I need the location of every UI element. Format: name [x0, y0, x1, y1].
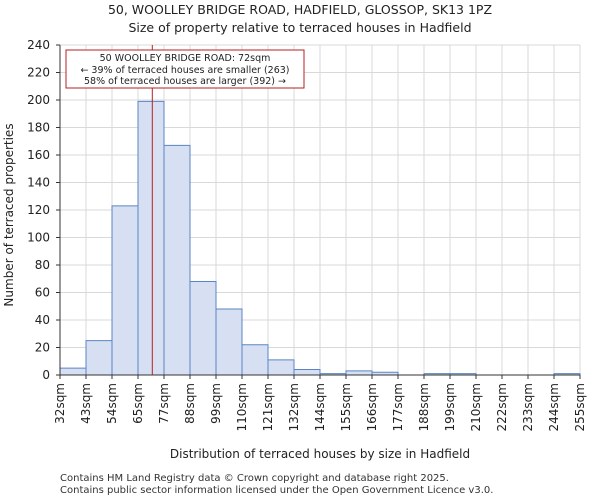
y-tick-label: 40	[35, 313, 50, 327]
y-tick-label: 160	[27, 148, 50, 162]
y-tick-label: 100	[27, 231, 50, 245]
y-tick-label: 180	[27, 121, 50, 135]
bar-77sqm	[163, 144, 191, 376]
bar-54sqm	[111, 205, 139, 376]
bar-43sqm	[85, 340, 113, 376]
x-tick-label: 110sqm	[235, 383, 249, 431]
y-tick-label: 140	[27, 176, 50, 190]
x-axis-label: Distribution of terraced houses by size …	[170, 447, 470, 461]
x-tick-label: 54sqm	[105, 383, 119, 424]
bar-132sqm	[293, 369, 321, 376]
y-axis-label: Number of terraced properties	[2, 123, 16, 306]
x-tick-label: 155sqm	[339, 383, 353, 431]
x-tick-label: 188sqm	[417, 383, 431, 431]
x-tick-label: 222sqm	[495, 383, 509, 431]
chart-title-line-2: Size of property relative to terraced ho…	[128, 20, 472, 35]
bar-99sqm	[215, 308, 243, 376]
y-tick-label: 240	[27, 38, 50, 52]
x-tick-label: 132sqm	[287, 383, 301, 431]
bar-88sqm	[189, 281, 217, 376]
annotation-line-3: 58% of terraced houses are larger (392) …	[84, 76, 286, 87]
annotation-box	[65, 49, 305, 89]
footer-line-2: Contains public sector information licen…	[60, 485, 494, 496]
y-tick-label: 200	[27, 93, 50, 107]
x-tick-label: 99sqm	[209, 383, 223, 424]
x-tick-label: 244sqm	[547, 383, 561, 431]
annotation: 50 WOOLLEY BRIDGE ROAD: 72sqm ← 39% of t…	[65, 49, 305, 89]
x-tick-label: 65sqm	[131, 383, 145, 424]
x-tick-label: 166sqm	[365, 383, 379, 431]
x-tick-label: 199sqm	[443, 383, 457, 431]
bar-155sqm	[345, 370, 373, 376]
y-tick-label: 60	[35, 286, 50, 300]
x-tick-label: 144sqm	[313, 383, 327, 431]
x-tick-label: 77sqm	[157, 383, 171, 424]
x-tick-label: 177sqm	[391, 383, 405, 431]
x-tick-label: 121sqm	[261, 383, 275, 431]
x-tick-label: 210sqm	[469, 383, 483, 431]
annotation-line-2: ← 39% of terraced houses are smaller (26…	[80, 65, 289, 76]
y-tick-label: 20	[35, 341, 50, 355]
x-tick-label: 255sqm	[573, 383, 587, 431]
x-tick-label: 233sqm	[521, 383, 535, 431]
x-tick-label: 88sqm	[183, 383, 197, 424]
footer-line-1: Contains HM Land Registry data © Crown c…	[60, 473, 449, 484]
bar-110sqm	[241, 344, 269, 376]
bars	[59, 100, 581, 376]
bar-65sqm	[137, 100, 165, 376]
bar-32sqm	[59, 367, 87, 376]
x-tick-label: 43sqm	[79, 383, 93, 424]
y-tick-label: 120	[27, 203, 50, 217]
y-tick-label: 220	[27, 66, 50, 80]
y-tick-label: 80	[35, 258, 50, 272]
bar-121sqm	[267, 359, 295, 376]
chart-title-line-1: 50, WOOLLEY BRIDGE ROAD, HADFIELD, GLOSS…	[107, 2, 493, 17]
y-tick-label: 0	[42, 368, 50, 382]
x-tick-label: 32sqm	[53, 383, 67, 424]
axes: 0 20 40 60 80 100 120 140 160 180 200 220 240 32sqm 43…	[27, 38, 587, 431]
annotation-line-1: 50 WOOLLEY BRIDGE ROAD: 72sqm	[100, 53, 271, 64]
